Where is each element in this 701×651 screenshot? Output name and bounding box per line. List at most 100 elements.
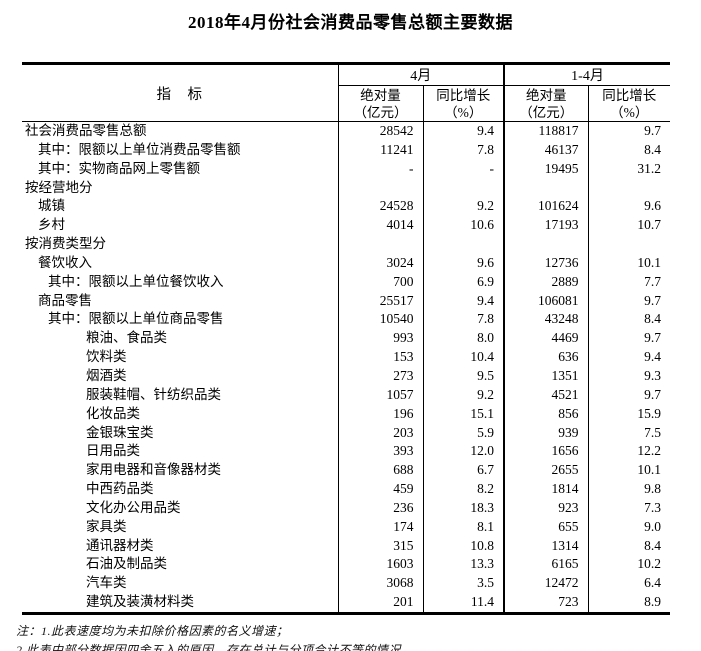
value-cell: 10.1 (637, 254, 662, 270)
value-cell: 923 (504, 498, 589, 518)
table-row: 中西药品类 459 8.2 1814 9.8 (22, 480, 670, 499)
value-cell: 856 (504, 404, 589, 424)
value-cell: 1603 (338, 555, 424, 575)
value-cell: 8.1 (423, 517, 505, 537)
value-cell: 24528 (338, 197, 424, 217)
value-cell: 153 (338, 348, 424, 367)
value-cell: 636 (504, 348, 589, 367)
col-header-april-yoy: 同比增长 （%） (423, 85, 505, 122)
indicator-label: 建筑及装潢材料类 (22, 593, 339, 614)
value-cell: 1656 (504, 442, 589, 462)
indicator-label: 汽车类 (22, 574, 339, 594)
value-cell: 3024 (338, 253, 424, 273)
retail-sales-table: 指 标 4月 1-4月 绝对量 （亿元） 同比增长 （%） 绝对量 （亿元） 同… (22, 62, 671, 615)
indicator-label: 中西药品类 (22, 480, 339, 499)
value-cell: 9.0 (644, 518, 662, 534)
table-row: 社会消费品零售总额 28542 9.4 118817 9.7 (22, 121, 670, 141)
value-cell: 9.6 (423, 253, 505, 273)
indicator-label: 乡村 (22, 216, 339, 236)
table-row: 城镇 24528 9.2 101624 9.6 (22, 197, 670, 217)
value-cell: 46137 (504, 140, 589, 160)
value-cell: 9.7 (644, 292, 662, 308)
value-cell: 28542 (338, 121, 424, 141)
indicator-label: 商品零售 (22, 291, 339, 311)
value-cell: 10.1 (637, 462, 662, 478)
value-cell: 2889 (504, 272, 589, 292)
value-cell: 315 (338, 536, 424, 556)
value-cell: 12472 (504, 574, 589, 594)
indicator-label: 烟酒类 (22, 366, 339, 386)
value-cell: 2655 (504, 461, 589, 481)
value-cell: 8.4 (644, 311, 662, 327)
col-header-janapr-yoy: 同比增长 （%） (588, 85, 671, 122)
value-cell: 10.4 (423, 348, 505, 367)
value-cell: 12.0 (423, 442, 505, 462)
value-cell: 9.6 (644, 198, 662, 214)
col-header-janapr-absolute: 绝对量 （亿元） (504, 85, 589, 122)
value-cell: 1814 (504, 480, 589, 499)
table-row: 金银珠宝类 203 5.9 939 7.5 (22, 423, 670, 443)
value-cell: 7.3 (644, 499, 662, 515)
table-row: 家具类 174 8.1 655 9.0 (22, 517, 670, 537)
value-cell: 1351 (504, 366, 589, 386)
indicator-label: 家用电器和音像器材类 (22, 461, 339, 481)
footnotes: 注：1.此表速度均为未扣除价格因素的名义增速； 2.此表中部分数据因四舍五入的原… (16, 622, 701, 651)
value-cell (338, 178, 424, 198)
value-cell: 7.8 (423, 310, 505, 330)
value-cell: 9.7 (644, 330, 662, 346)
value-cell: 688 (338, 461, 424, 481)
value-cell: 723 (504, 593, 589, 614)
value-cell: 11.4 (423, 593, 505, 614)
indicator-label: 家具类 (22, 517, 339, 537)
value-cell: 9.2 (423, 385, 505, 405)
value-cell: 8.4 (644, 141, 662, 157)
table-row: 化妆品类 196 15.1 856 15.9 (22, 404, 670, 424)
value-cell (423, 235, 505, 254)
footnote-line: 注：1.此表速度均为未扣除价格因素的名义增速； (16, 623, 289, 638)
table-row: 其中：限额以上单位商品零售 10540 7.8 43248 8.4 (22, 310, 670, 330)
value-cell: 3.5 (423, 574, 505, 594)
value-cell (504, 235, 589, 254)
page-title: 2018年4月份社会消费品零售总额主要数据 (188, 13, 513, 32)
table-row: 商品零售 25517 9.4 106081 9.7 (22, 291, 670, 311)
indicator-label: 社会消费品零售总额 (22, 121, 339, 141)
table-row: 建筑及装潢材料类 201 11.4 723 8.9 (22, 593, 670, 614)
value-cell: 6165 (504, 555, 589, 575)
header-group-row: 指 标 4月 1-4月 (22, 63, 671, 122)
value-cell: - (338, 159, 424, 179)
value-cell (423, 178, 505, 198)
value-cell (504, 178, 589, 198)
value-cell: 393 (338, 442, 424, 462)
value-cell: 8.2 (423, 480, 505, 499)
value-cell: 9.8 (644, 481, 662, 497)
header-sub-row: 绝对量 （亿元） 同比增长 （%） 绝对量 （亿元） 同比增长 （%） (22, 85, 671, 122)
indicator-label: 化妆品类 (22, 404, 339, 424)
value-cell: 9.4 (644, 349, 662, 365)
table-row: 石油及制品类 1603 13.3 6165 10.2 (22, 555, 670, 575)
table-row: 烟酒类 273 9.5 1351 9.3 (22, 366, 670, 386)
value-cell: 7.7 (644, 273, 662, 289)
value-cell: 8.4 (644, 537, 662, 553)
value-cell: 11241 (338, 140, 424, 160)
value-cell (588, 179, 670, 198)
value-cell: 15.9 (637, 405, 662, 421)
value-cell: 118817 (504, 121, 589, 141)
value-cell: 273 (338, 366, 424, 386)
value-cell: 8.0 (423, 329, 505, 349)
value-cell: 9.3 (644, 367, 662, 383)
table-row: 其中：实物商品网上零售额 - -19495 31.2 (22, 159, 670, 179)
value-cell (588, 235, 670, 254)
table-row: 家用电器和音像器材类 688 6.7 2655 10.1 (22, 461, 670, 481)
value-cell: 939 (504, 423, 589, 443)
value-cell: 174 (338, 517, 424, 537)
value-cell: - (423, 159, 505, 179)
value-cell: 7.8 (423, 140, 505, 160)
value-cell (338, 235, 424, 254)
indicator-label: 按经营地分 (22, 178, 339, 198)
value-cell: 7.5 (644, 424, 662, 440)
value-cell: 9.5 (423, 366, 505, 386)
table-row: 通讯器材类 315 10.8 1314 8.4 (22, 536, 670, 556)
table-body: 社会消费品零售总额 28542 9.4 118817 9.7 其中：限额以上单位消费品零售… (22, 121, 670, 614)
value-cell: 25517 (338, 291, 424, 311)
table-row: 按消费类型分 (22, 235, 670, 254)
